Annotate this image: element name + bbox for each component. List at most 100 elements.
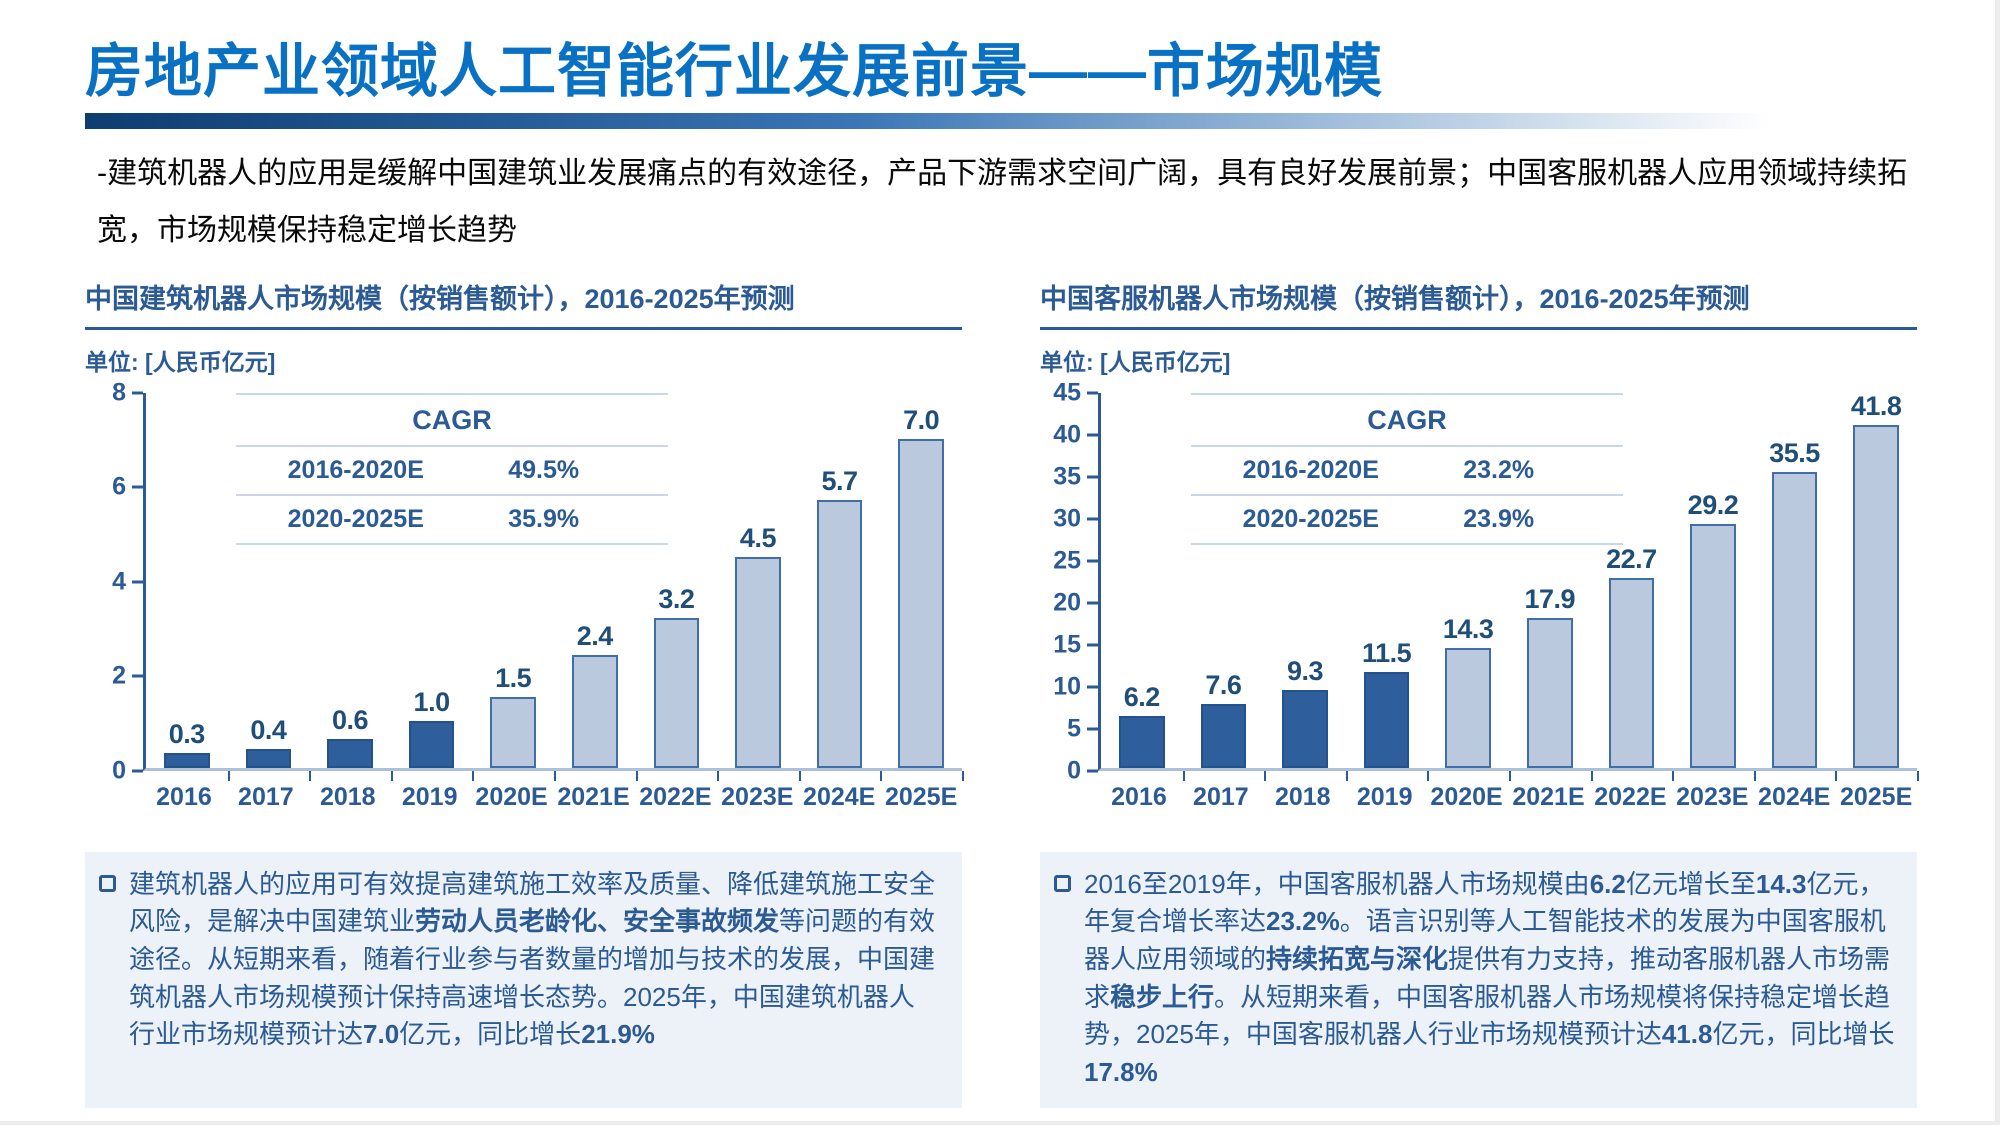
note-text-bold: 持续拓宽与深化 <box>1266 943 1449 974</box>
x-tick-mark <box>962 770 964 781</box>
y-tick-label: 6 <box>112 472 126 501</box>
bar-value-label: 1.5 <box>495 663 532 694</box>
x-tick-mark <box>1672 770 1675 781</box>
x-tick-mark <box>227 770 230 781</box>
bar-column: 4.5 <box>717 393 799 768</box>
page-title: 房地产业领域人工智能行业发展前景——市场规模 <box>85 39 1384 104</box>
x-tick-label: 2023E <box>1676 782 1749 811</box>
square-bullet-icon <box>1054 874 1071 892</box>
note-text-bold: 21.9% <box>581 1019 655 1050</box>
x-tick-mark <box>635 770 638 781</box>
x-tick-label: 2019 <box>1356 782 1413 811</box>
cagr-table: CAGR 2016-2020E 49.5% 2020-2025E 35.9% <box>235 392 669 545</box>
bar-2025E <box>898 439 944 768</box>
x-tick-label: 2023E <box>721 782 794 811</box>
x-tick-label: 2017 <box>1193 782 1249 811</box>
note-text-segment: 。从短期来看，中国客服机器人市场规模将保持稳定增长趋势，2025年，中国客服机器… <box>1084 981 1891 1050</box>
bar-column: 1.5 <box>472 393 554 768</box>
note-text-bold: 7.0 <box>363 1019 400 1050</box>
note-text: 建筑机器人的应用可有效提高建筑施工效率及质量、降低建筑施工安全风险，是解决中国建… <box>129 866 940 1054</box>
bar-column: 0.6 <box>309 393 391 768</box>
x-tick-label: 2022E <box>1594 782 1667 811</box>
x-tick-label: 2022E <box>639 782 712 811</box>
bar-value-label: 0.6 <box>331 705 369 736</box>
bar-column: 41.8 <box>1835 390 1917 768</box>
bars-container: 6.2 7.6 9.3 11.5 14.3 17.9 22.7 29.2 35.5 41.8 <box>1101 390 1917 768</box>
bar-2017 <box>1200 704 1247 768</box>
construction-robot-note-box: 建筑机器人的应用可有效提高建筑施工效率及质量、降低建筑施工安全风险，是解决中国建… <box>85 851 962 1108</box>
y-tick-mark <box>1087 559 1098 562</box>
y-tick-mark <box>1087 643 1098 646</box>
y-axis: 0 5 10 15 20 25 30 35 40 45 <box>1040 380 1098 783</box>
bar-2019 <box>408 720 455 768</box>
y-tick-mark <box>1087 601 1098 604</box>
y-tick-mark <box>132 580 143 583</box>
note-text-segment: 提供有力支持，推动客服机器人市场需求 <box>1084 943 1891 1012</box>
y-tick-label: 2 <box>112 661 126 690</box>
x-tick-label: 2021E <box>557 782 630 811</box>
x-tick-label: 2018 <box>319 782 376 811</box>
cagr-value: 49.5% <box>508 455 580 484</box>
x-tick-mark <box>1264 770 1267 781</box>
bar-2020E <box>1445 648 1492 768</box>
bar-column: 5.7 <box>799 393 881 768</box>
y-tick-mark <box>1087 433 1098 436</box>
bars-container: 0.3 0.4 0.6 1.0 1.5 2.4 3.2 4.5 5.7 7.0 <box>146 393 962 768</box>
note-text-bold: 41.8 <box>1661 1019 1713 1050</box>
y-tick-mark <box>1087 769 1098 772</box>
bar-column: 22.7 <box>1591 393 1673 768</box>
y-tick-label: 8 <box>112 378 126 406</box>
bar-2019 <box>1363 671 1410 768</box>
cagr-value: 23.9% <box>1463 504 1535 533</box>
bar-value-label: 41.8 <box>1850 390 1902 421</box>
x-tick-label: 2019 <box>401 782 458 811</box>
bar-column: 0.3 <box>146 393 228 768</box>
note-text-segment: 2016至2019年，中国客服机器人市场规模由 <box>1084 868 1590 899</box>
bar-value-label: 5.7 <box>821 466 859 497</box>
cagr-period: 2020-2025E <box>1242 504 1379 533</box>
bar-2023E <box>735 556 781 768</box>
y-tick-label: 35 <box>1053 462 1081 490</box>
service-robot-chart-panel: 中国客服机器人市场规模（按销售额计），2016-2025年预测 单位: [人民币… <box>1040 277 1919 812</box>
y-tick-label: 45 <box>1053 378 1081 406</box>
notes-row: 建筑机器人的应用可有效提高建筑施工效率及质量、降低建筑施工安全风险，是解决中国建… <box>85 851 1995 1108</box>
bar-value-label: 14.3 <box>1442 614 1494 645</box>
bar-column: 35.5 <box>1754 393 1836 768</box>
note-text-segment: 亿元增长至 <box>1625 868 1756 899</box>
y-tick-label: 20 <box>1053 588 1081 616</box>
bar-value-label: 7.0 <box>903 405 940 436</box>
bar-value-label: 6.2 <box>1123 681 1161 712</box>
x-tick-label: 2024E <box>1758 782 1831 811</box>
bar-value-label: 9.3 <box>1286 656 1324 686</box>
bar-2022E <box>1608 578 1655 768</box>
y-tick-label: 0 <box>1067 756 1081 784</box>
bar-2021E <box>1526 618 1573 768</box>
cagr-period: 2016-2020E <box>287 455 424 484</box>
x-tick-label: 2025E <box>884 782 958 811</box>
bar-2020E <box>490 697 537 768</box>
y-tick-mark <box>132 485 143 489</box>
y-tick-label: 25 <box>1053 546 1081 574</box>
y-tick-mark <box>1087 727 1098 730</box>
plot-area: 0.3 0.4 0.6 1.0 1.5 2.4 3.2 4.5 5.7 7.0 CAGR 2016… <box>143 392 964 781</box>
bar-2016 <box>1118 715 1165 768</box>
service-robot-note-box: 2016至2019年，中国客服机器人市场规模由6.2亿元增长至14.3亿元，年复… <box>1040 851 1917 1108</box>
cagr-period: 2016-2020E <box>1242 455 1379 484</box>
x-tick-mark <box>1590 770 1593 781</box>
bar-column: 11.5 <box>1346 393 1428 768</box>
note-text-segment: 亿元，同比增长 <box>399 1019 582 1050</box>
unit-label: 单位: [人民币亿元] <box>85 348 276 375</box>
chart-title: 中国建筑机器人市场规模（按销售额计），2016-2025年预测 <box>85 277 962 330</box>
x-tick-label: 2017 <box>238 782 294 811</box>
cagr-period: 2020-2025E <box>287 504 424 533</box>
bar-2023E <box>1690 524 1736 768</box>
x-tick-label: 2021E <box>1512 782 1585 811</box>
x-tick-mark <box>390 770 393 781</box>
bar-2018 <box>327 739 373 768</box>
bar-value-label: 4.5 <box>739 522 777 553</box>
note-text: 2016至2019年，中国客服机器人市场规模由6.2亿元增长至14.3亿元，年复… <box>1084 866 1895 1092</box>
bar-2018 <box>1282 690 1328 768</box>
x-tick-mark <box>1753 770 1756 781</box>
bar-value-label: 1.0 <box>413 686 451 717</box>
